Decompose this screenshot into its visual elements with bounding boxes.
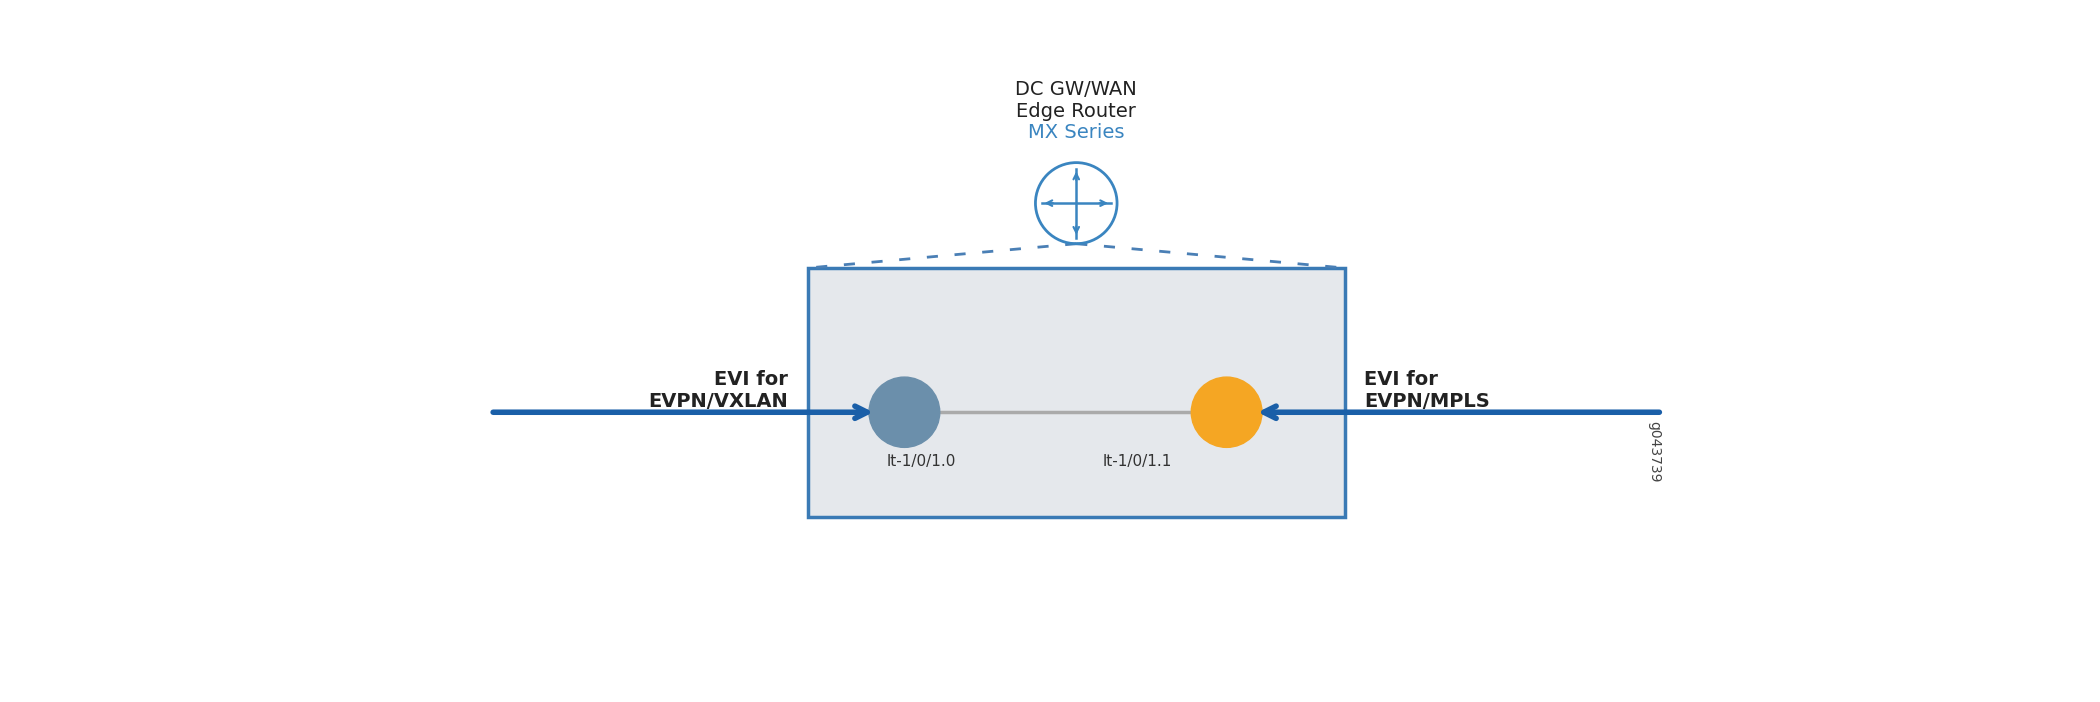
Ellipse shape	[1191, 377, 1262, 447]
Text: g043739: g043739	[1646, 421, 1661, 482]
Text: DC GW/WAN
Edge Router: DC GW/WAN Edge Router	[1016, 80, 1136, 121]
Ellipse shape	[869, 377, 939, 447]
FancyBboxPatch shape	[808, 268, 1344, 517]
Text: MX Series: MX Series	[1029, 124, 1124, 143]
Text: lt-1/0/1.0: lt-1/0/1.0	[886, 454, 956, 469]
Text: EVI for
EVPN/VXLAN: EVI for EVPN/VXLAN	[649, 370, 788, 411]
Text: EVI for
EVPN/MPLS: EVI for EVPN/MPLS	[1365, 370, 1491, 411]
Text: lt-1/0/1.1: lt-1/0/1.1	[1102, 454, 1172, 469]
